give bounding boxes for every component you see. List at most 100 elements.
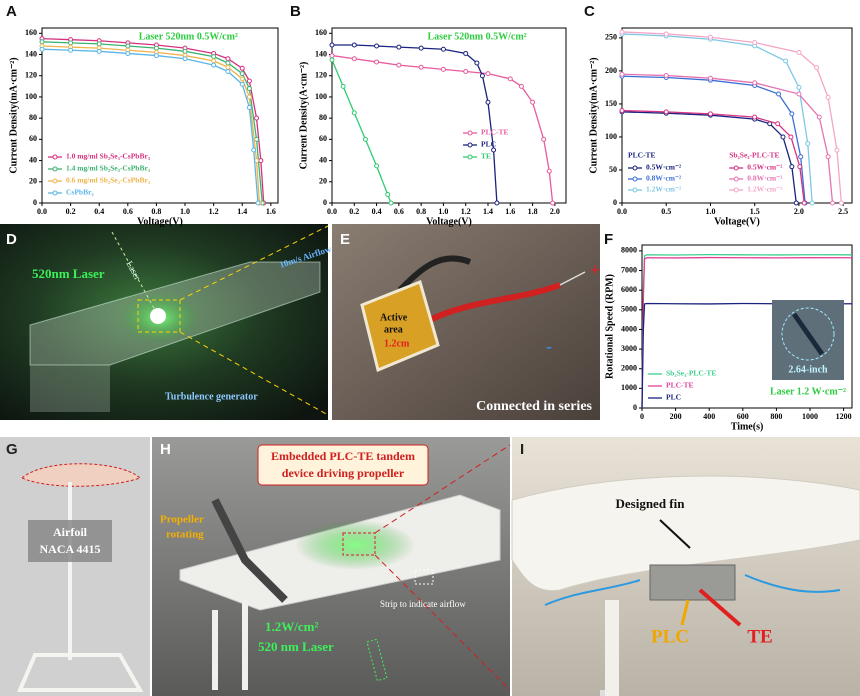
x-tick-label: 1.4: [237, 207, 247, 216]
y-tick-label: 80: [29, 113, 37, 122]
chart: F 0 200 400 600 800 1000 1200 0 1000 2000 3000 4000 5…: [604, 231, 853, 432]
x-tick-label: 0.2: [66, 207, 76, 216]
y-tick-label: 0: [613, 198, 617, 207]
marker: [550, 200, 556, 206]
marker: [388, 200, 394, 206]
laser-core: [150, 308, 166, 324]
marker: [825, 94, 831, 100]
marker: [329, 57, 335, 63]
legend-label: CsPbBr₃: [66, 188, 94, 197]
marker: [752, 114, 758, 120]
marker: [329, 42, 335, 48]
x-tick-label: 1.5: [750, 207, 760, 216]
propeller: [791, 312, 825, 356]
zoom-line: [179, 331, 329, 416]
marker: [775, 121, 781, 127]
panel-label: G: [6, 441, 18, 458]
arrow: [698, 588, 742, 627]
marker: [789, 164, 795, 170]
legend-marker: [467, 130, 473, 136]
marker: [619, 71, 625, 77]
label: Designed fin: [616, 496, 686, 511]
y-axis-label: Current Density(A·cm⁻²): [298, 62, 309, 170]
marker: [788, 134, 794, 140]
legend-label: PLC: [666, 393, 681, 402]
legend-marker: [52, 190, 58, 196]
x-tick-label: 1.6: [505, 207, 515, 216]
x-tick-label: 1.4: [483, 207, 493, 216]
y-tick-label: 140: [25, 49, 37, 58]
y-tick-label: 100: [315, 92, 327, 101]
marker: [254, 136, 260, 142]
series-line: [332, 44, 498, 204]
marker: [707, 75, 713, 81]
legend-label: 0.5W·cm⁻²: [747, 163, 783, 172]
legend-marker: [632, 176, 638, 182]
marker: [796, 91, 802, 97]
highlight-box: [137, 299, 181, 333]
marker: [258, 158, 264, 164]
airfoil: [21, 463, 141, 487]
marker: [780, 134, 786, 140]
photo-g: G Airfoil NACA 4415: [0, 437, 150, 696]
legend-label: 1.0 mg/ml Sb₂Se₃-CsPbBr₃: [66, 152, 151, 161]
x-tick-label: 0: [640, 412, 644, 421]
legend-marker: [632, 165, 638, 171]
y-tick-label: 40: [319, 155, 327, 164]
x-tick-label: 1.8: [528, 207, 538, 216]
marker: [798, 154, 804, 160]
marker: [39, 39, 45, 45]
y-tick-label: 4000: [621, 324, 637, 333]
series-line: [641, 256, 853, 409]
y-tick-label: 250: [605, 33, 617, 42]
legend-label: Sb₂Se₃-PLC-TE: [666, 369, 716, 378]
series-line: [621, 109, 805, 204]
marker: [485, 99, 491, 105]
marker: [793, 200, 799, 206]
marker: [68, 47, 74, 53]
marker: [707, 34, 713, 40]
marker: [474, 60, 480, 66]
marker: [39, 46, 45, 52]
marker: [816, 114, 822, 120]
label: Active: [380, 312, 408, 323]
x-tick-label: 0.0: [617, 207, 627, 216]
marker: [830, 200, 836, 206]
label: Strip to indicate airflow: [380, 599, 466, 609]
marker: [507, 76, 513, 82]
legend-label: 0.8W·cm⁻²: [646, 174, 682, 183]
x-tick-label: 0.4: [94, 207, 104, 216]
wire-black: [397, 255, 472, 293]
marker: [362, 136, 368, 142]
marker: [546, 168, 552, 174]
marker: [225, 56, 231, 62]
x-axis-label: Time(s): [731, 421, 764, 432]
wire-red: [428, 282, 562, 323]
y-tick-label: 0: [33, 198, 37, 207]
marker: [838, 200, 844, 206]
x-tick-label: 0.8: [416, 207, 426, 216]
legend-marker: [733, 187, 739, 193]
y-tick-label: 20: [319, 177, 327, 186]
label: rotating: [166, 529, 204, 541]
marker: [329, 53, 335, 59]
y-tick-label: 150: [605, 99, 617, 108]
panel-label: A: [6, 3, 17, 20]
legend-label: 1.2W·cm⁻²: [646, 185, 682, 194]
y-tick-label: 50: [609, 165, 617, 174]
marker: [351, 110, 357, 116]
y-tick-label: 5000: [621, 305, 637, 314]
marker: [530, 99, 536, 105]
x-tick-label: 0.5: [661, 207, 671, 216]
marker: [619, 29, 625, 35]
title-box: [257, 444, 429, 486]
marker: [834, 147, 840, 153]
marker: [211, 62, 217, 68]
y-axis-label: Current Density(mA·cm⁻²): [8, 57, 19, 173]
series-line: [621, 111, 797, 204]
laser-box: [366, 638, 388, 682]
marker: [752, 40, 758, 46]
y-tick-label: 100: [25, 92, 37, 101]
device: [360, 279, 440, 373]
marker: [225, 60, 231, 66]
